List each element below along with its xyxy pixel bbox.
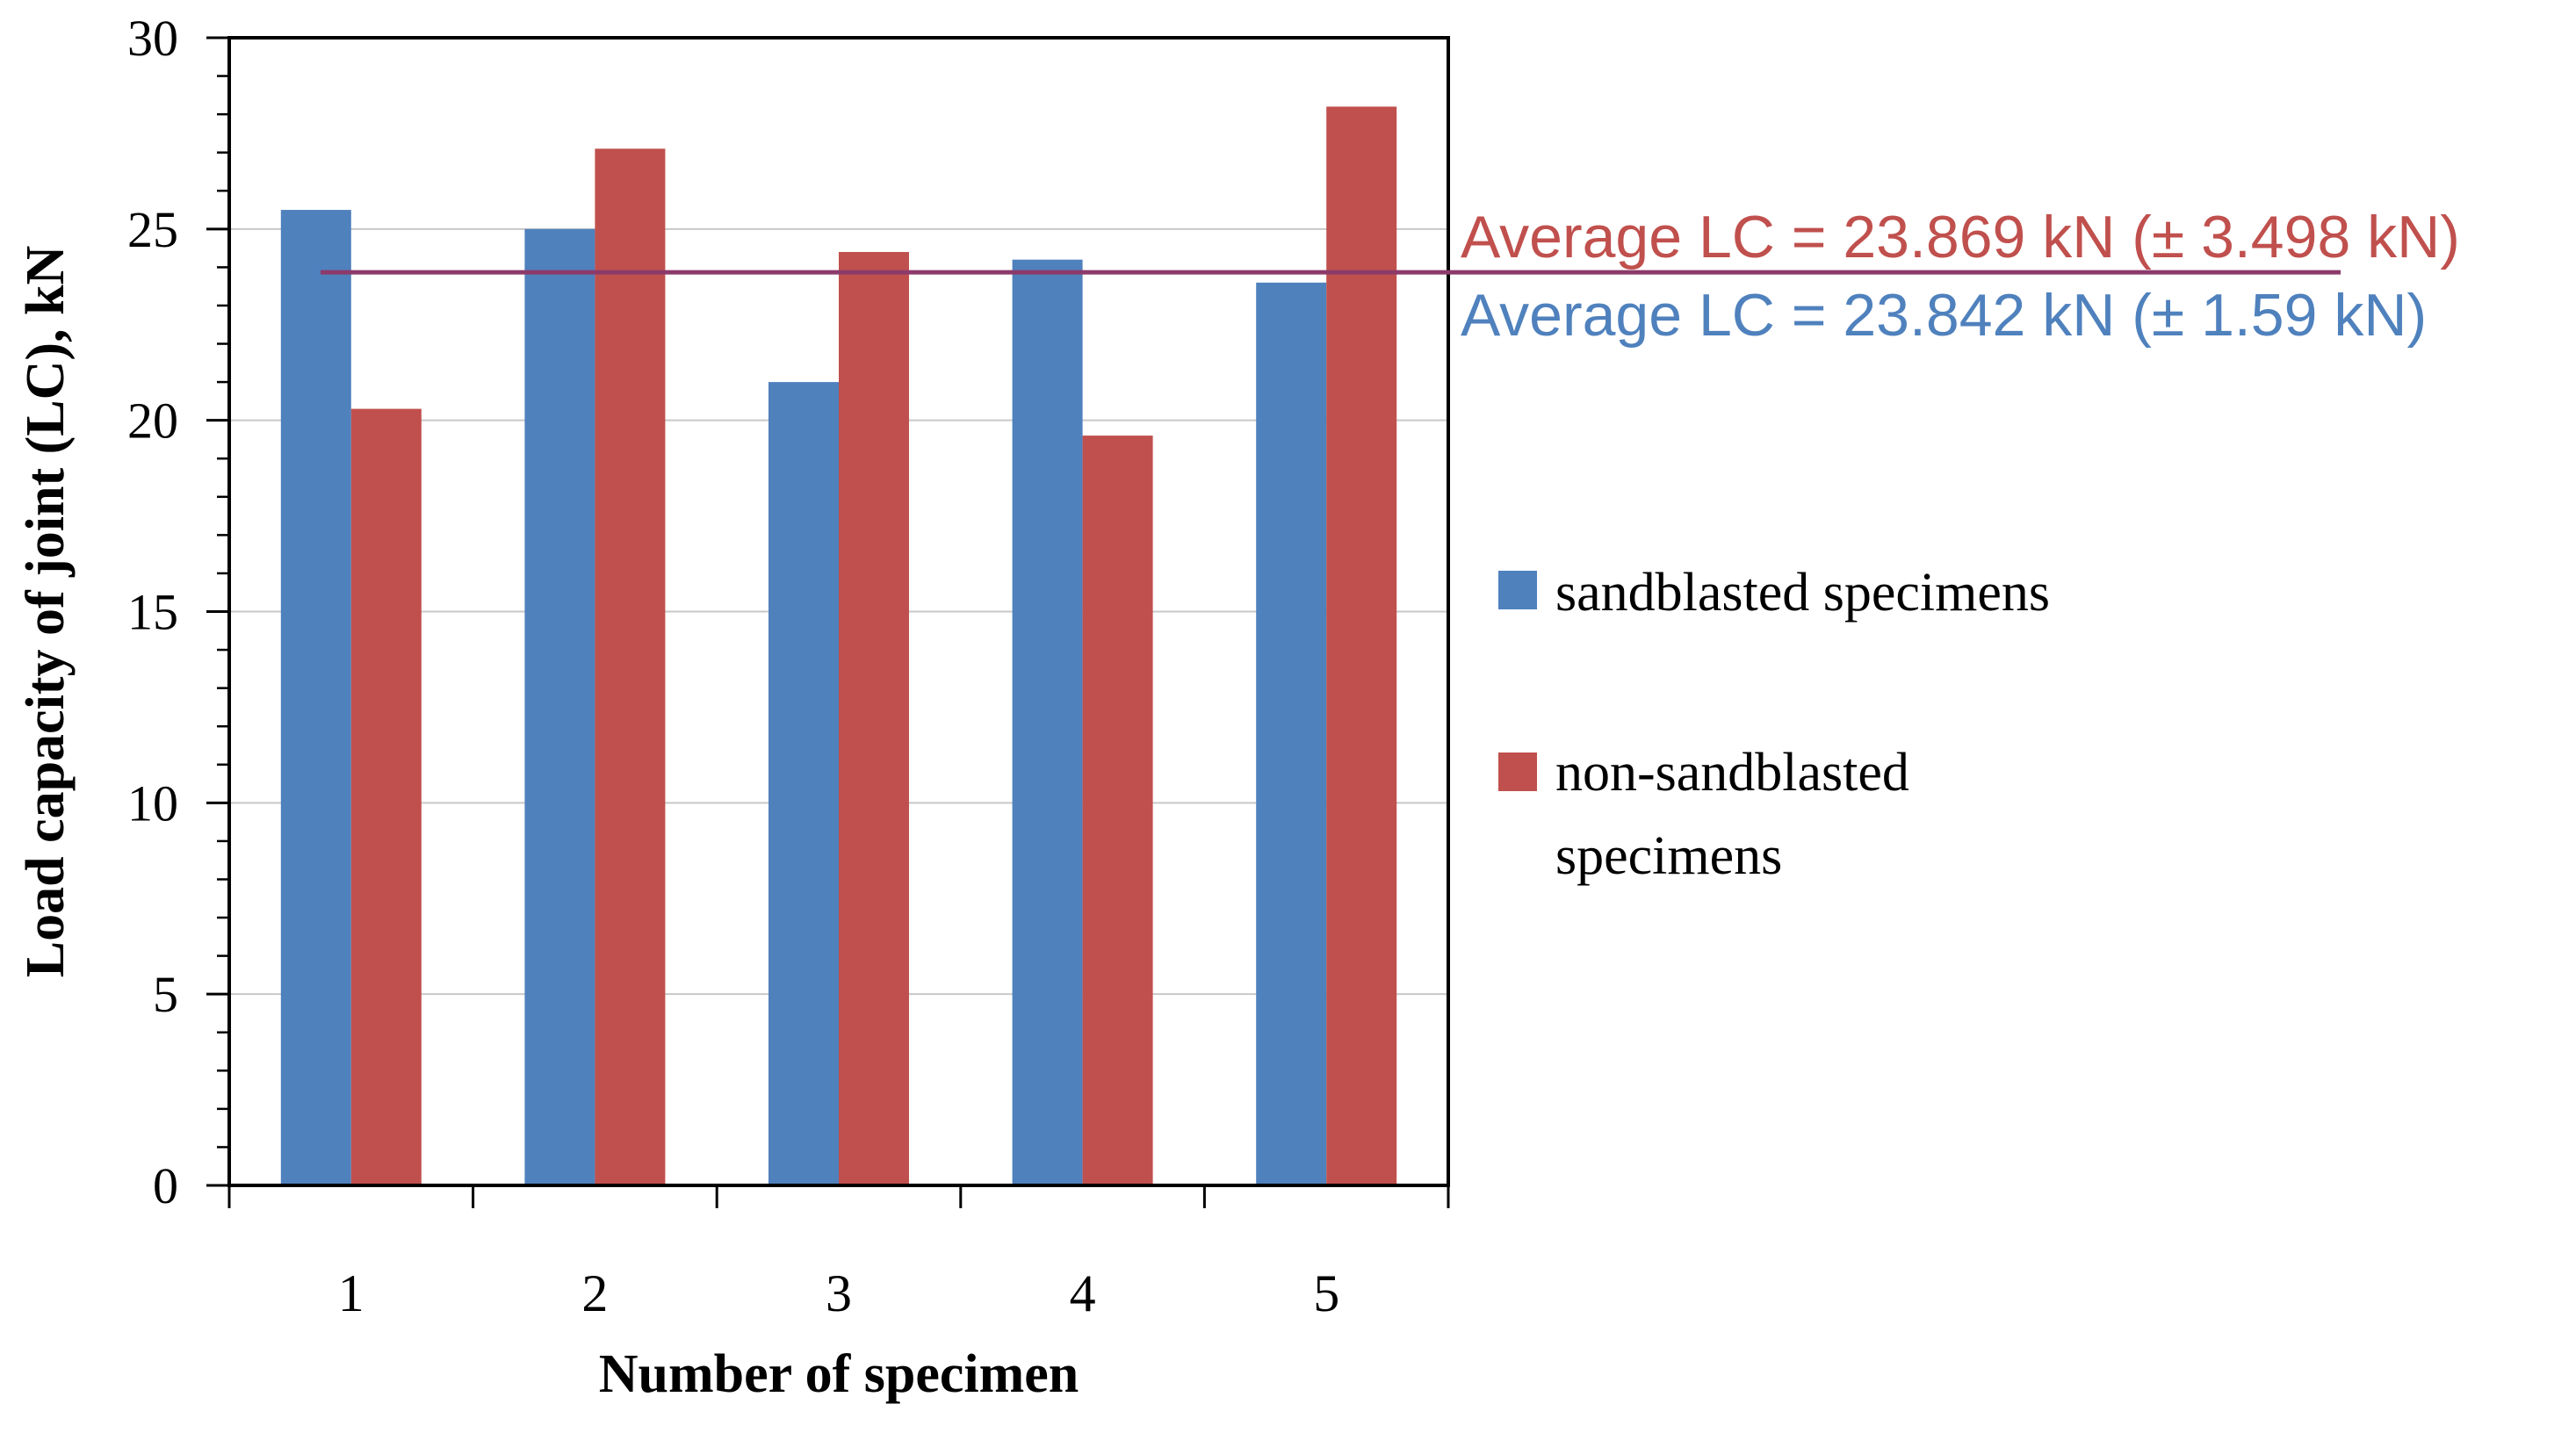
bar-sandblasted (768, 382, 839, 1186)
legend-swatch-non-sandblasted (1498, 753, 1537, 791)
bar-non-sandblasted (595, 148, 666, 1185)
x-tick-label: 4 (1070, 1264, 1096, 1322)
legend: sandblasted specimens non-sandblasted spec… (1498, 563, 2050, 886)
legend-swatch-sandblasted (1498, 571, 1537, 609)
bar-non-sandblasted (1326, 106, 1397, 1185)
bar-non-sandblasted (839, 251, 909, 1185)
x-tick-label: 3 (826, 1264, 852, 1322)
x-tick-label: 2 (581, 1264, 608, 1322)
legend-label: sandblasted specimens (1555, 563, 2050, 623)
bar-sandblasted (524, 228, 595, 1185)
y-tick-label: 10 (127, 774, 178, 832)
x-axis-label: Number of specimen (599, 1344, 1079, 1404)
legend-label: non-sandblasted (1555, 743, 1909, 803)
y-tick-label: 0 (153, 1157, 178, 1214)
y-axis-label: Load capacity of joint (LC), kN (16, 246, 76, 978)
y-tick-label: 15 (127, 584, 178, 641)
average-label-non-sandblasted: Average LC = 23.869 kN (± 3.498 kN) (1461, 204, 2460, 270)
bar-sandblasted (1012, 259, 1083, 1186)
bar-sandblasted (280, 210, 351, 1185)
y-tick-label: 25 (127, 201, 178, 258)
average-label-sandblasted: Average LC = 23.842 kN (± 1.59 kN) (1461, 282, 2427, 349)
average-lines: Average LC = 23.869 kN (± 3.498 kN) Avera… (321, 204, 2460, 349)
bar-non-sandblasted (350, 408, 422, 1185)
bars (280, 106, 1397, 1186)
y-axis: 0 5 10 15 20 25 30 (127, 10, 229, 1214)
x-axis: 1 2 3 4 5 (227, 1185, 1450, 1322)
x-tick-label: 5 (1313, 1264, 1339, 1322)
bar-non-sandblasted (1082, 436, 1153, 1185)
legend-label: specimens (1555, 826, 1782, 886)
y-tick-label: 30 (127, 10, 178, 67)
y-tick-label: 20 (127, 392, 178, 450)
y-tick-label: 5 (153, 966, 178, 1023)
x-tick-label: 1 (338, 1264, 364, 1322)
bar-sandblasted (1256, 282, 1327, 1185)
